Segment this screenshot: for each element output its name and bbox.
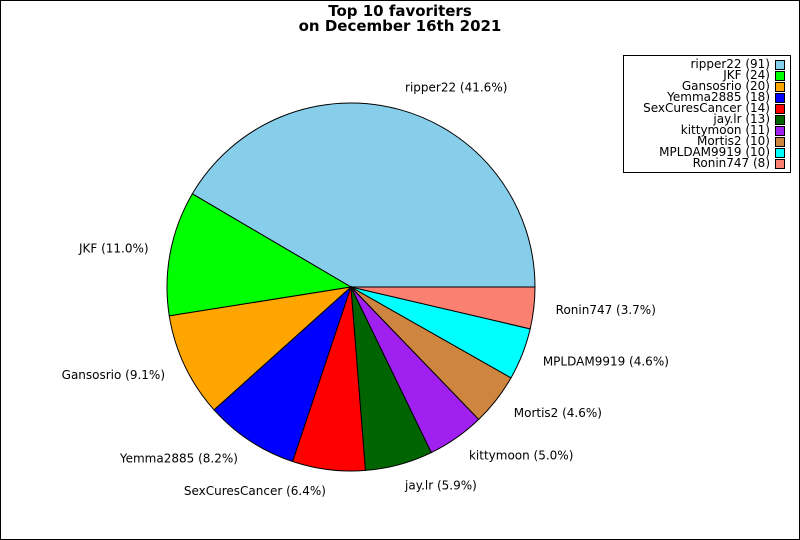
legend-swatch xyxy=(775,136,785,147)
legend-label: Mortis2 (10) xyxy=(696,134,770,148)
slice-label-ripper22: ripper22 (41.6%) xyxy=(405,81,507,95)
pie-slice-ronin747 xyxy=(350,286,536,330)
legend-swatch xyxy=(775,114,785,125)
slice-label-yemma2885: Yemma2885 (8.2%) xyxy=(119,452,238,466)
slice-label-jkf: JKF (11.0%) xyxy=(78,241,149,255)
legend-item-ronin747: Ronin747 (8) xyxy=(624,156,785,170)
legend-swatch xyxy=(775,158,785,169)
slice-label-sexcurescancer: SexCuresCancer (6.4%) xyxy=(184,484,326,498)
legend-item-mpldam9919: MPLDAM9919 (10) xyxy=(624,145,785,159)
legend-item-ripper22: ripper22 (91) xyxy=(624,57,785,71)
chart-title-line-2: on December 16th 2021 xyxy=(298,17,502,35)
legend-label: Yemma2885 (18) xyxy=(667,90,770,104)
legend-swatch xyxy=(775,125,785,136)
legend-item-kittymoon: kittymoon (11) xyxy=(624,123,785,137)
legend-item-sexcurescancer: SexCuresCancer (14) xyxy=(624,101,785,115)
legend-swatch xyxy=(775,147,785,158)
legend: ripper22 (91) JKF (24) Gansosrio (20) Yemma… xyxy=(623,55,791,173)
chart-title-line-1: Top 10 favoriters xyxy=(328,2,472,20)
legend-swatch xyxy=(775,59,785,70)
legend-label: Ronin747 (8) xyxy=(692,156,770,170)
legend-label: JKF (24) xyxy=(723,68,770,82)
legend-item-yemma2885: Yemma2885 (18) xyxy=(624,90,785,104)
slice-label-gansosrio: Gansosrio (9.1%) xyxy=(62,368,165,382)
legend-item-jay-lr: jay.lr (13) xyxy=(624,112,785,126)
legend-label: Gansosrio (20) xyxy=(681,79,770,93)
pie-slice-jkf xyxy=(166,193,353,317)
legend-swatch xyxy=(775,81,785,92)
legend-item-jkf: JKF (24) xyxy=(624,68,785,82)
legend-item-mortis2: Mortis2 (10) xyxy=(624,134,785,148)
legend-label: MPLDAM9919 (10) xyxy=(659,145,770,159)
legend-label: kittymoon (11) xyxy=(680,123,770,137)
slice-label-mortis2: Mortis2 (4.6%) xyxy=(514,406,602,420)
legend-item-gansosrio: Gansosrio (20) xyxy=(624,79,785,93)
slice-label-ronin747: Ronin747 (3.7%) xyxy=(556,303,656,317)
pie-slice-yemma2885 xyxy=(213,285,353,463)
legend-swatch xyxy=(775,103,785,114)
legend-label: SexCuresCancer (14) xyxy=(643,101,770,115)
legend-label: ripper22 (91) xyxy=(690,57,770,71)
slice-label-kittymoon: kittymoon (5.0%) xyxy=(469,448,573,462)
legend-swatch xyxy=(775,70,785,81)
legend-label: jay.lr (13) xyxy=(713,112,770,126)
slice-label-jay-lr: jay.lr (5.9%) xyxy=(404,478,477,492)
legend-swatch xyxy=(775,92,785,103)
slice-label-mpldam9919: MPLDAM9919 (4.6%) xyxy=(543,355,669,369)
pie-slice-gansosrio xyxy=(168,286,353,411)
pie-slice-ripper22 xyxy=(191,102,536,288)
